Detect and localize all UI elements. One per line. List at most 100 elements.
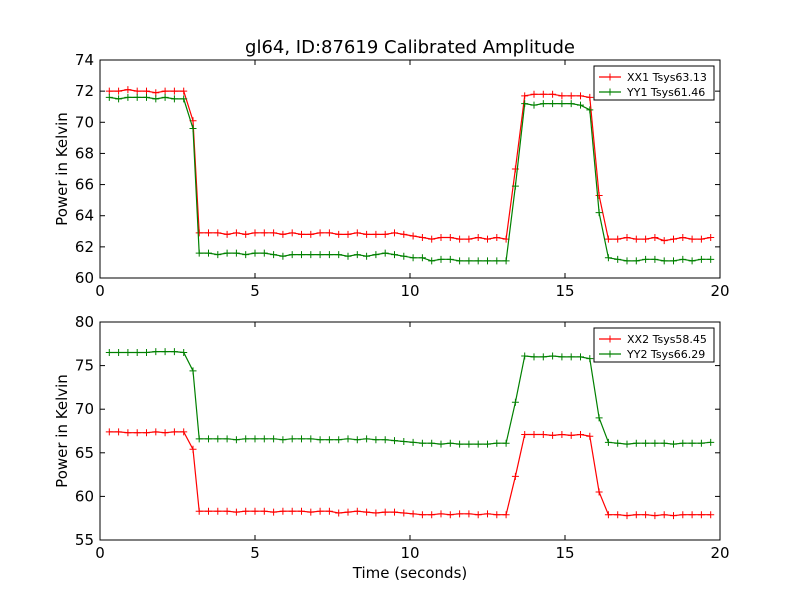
data-point bbox=[502, 439, 510, 447]
data-point bbox=[214, 229, 222, 237]
y-tick-label: 60 bbox=[75, 487, 94, 505]
data-point bbox=[670, 440, 677, 448]
data-point bbox=[270, 229, 278, 237]
legend-label: YY1 Tsys61.46 bbox=[626, 86, 705, 99]
x-tick-label: 0 bbox=[95, 282, 105, 300]
data-point bbox=[632, 257, 640, 265]
data-point bbox=[707, 511, 715, 519]
data-point bbox=[660, 257, 668, 265]
data-point bbox=[660, 511, 668, 519]
data-point bbox=[288, 229, 296, 237]
data-point bbox=[511, 472, 519, 480]
data-point bbox=[697, 439, 705, 447]
data-point bbox=[456, 440, 464, 448]
legend-swatch-marker bbox=[606, 88, 614, 96]
x-tick-label: 5 bbox=[250, 282, 260, 300]
data-point bbox=[325, 436, 333, 444]
data-point bbox=[316, 251, 324, 259]
data-point bbox=[409, 438, 417, 446]
data-point bbox=[189, 125, 197, 133]
data-point bbox=[595, 209, 603, 217]
data-point bbox=[595, 191, 603, 199]
data-point bbox=[124, 429, 132, 437]
y-tick-label: 62 bbox=[75, 238, 94, 256]
data-point bbox=[651, 512, 659, 520]
data-point bbox=[632, 511, 640, 519]
data-point bbox=[437, 440, 445, 448]
data-point bbox=[437, 255, 445, 263]
data-point bbox=[223, 249, 231, 257]
data-point bbox=[115, 428, 123, 436]
data-point bbox=[558, 430, 566, 438]
data-point bbox=[558, 92, 566, 100]
data-point bbox=[115, 349, 123, 357]
data-point bbox=[115, 95, 123, 103]
data-point bbox=[446, 234, 454, 242]
data-point bbox=[288, 507, 296, 515]
data-point bbox=[143, 349, 150, 357]
data-point bbox=[105, 428, 113, 436]
data-point bbox=[642, 511, 650, 519]
data-point bbox=[307, 251, 315, 259]
data-point bbox=[697, 235, 705, 243]
data-point bbox=[214, 435, 222, 443]
data-point bbox=[428, 511, 436, 519]
data-point bbox=[133, 93, 141, 101]
data-point bbox=[623, 234, 631, 242]
series-1 bbox=[105, 86, 715, 245]
data-point bbox=[707, 234, 715, 242]
y-tick-label: 80 bbox=[75, 313, 94, 331]
chart-title: gl64, ID:87619 Calibrated Amplitude bbox=[245, 37, 575, 58]
data-point bbox=[549, 431, 557, 439]
data-point bbox=[105, 93, 113, 101]
data-point bbox=[335, 251, 343, 259]
data-point bbox=[325, 507, 333, 515]
data-point bbox=[251, 229, 259, 237]
data-point bbox=[143, 429, 150, 437]
data-point bbox=[428, 257, 436, 265]
data-point bbox=[161, 348, 169, 356]
data-point bbox=[446, 439, 454, 447]
data-point bbox=[316, 436, 324, 444]
data-point bbox=[381, 436, 389, 444]
data-point bbox=[124, 86, 132, 94]
data-point bbox=[474, 440, 482, 448]
data-point bbox=[484, 257, 491, 265]
data-point bbox=[288, 435, 296, 443]
data-point bbox=[660, 439, 668, 447]
data-point bbox=[409, 254, 417, 262]
data-point bbox=[437, 234, 445, 242]
data-point bbox=[660, 237, 668, 245]
data-point bbox=[604, 511, 612, 519]
data-point bbox=[577, 92, 584, 100]
y-tick-label: 75 bbox=[75, 357, 94, 375]
data-point bbox=[688, 235, 696, 243]
data-point bbox=[105, 87, 113, 95]
data-point bbox=[161, 93, 169, 101]
data-point bbox=[409, 510, 417, 518]
y-tick-label: 64 bbox=[75, 207, 94, 225]
data-point bbox=[270, 251, 278, 259]
data-point bbox=[567, 100, 575, 108]
data-point bbox=[595, 488, 603, 496]
data-point bbox=[409, 232, 417, 240]
data-point bbox=[232, 436, 240, 444]
data-point bbox=[344, 508, 352, 516]
data-point bbox=[577, 353, 584, 361]
legend-label: XX2 Tsys58.45 bbox=[627, 333, 707, 346]
data-point bbox=[679, 255, 687, 263]
data-point bbox=[307, 508, 315, 516]
data-point bbox=[260, 249, 268, 257]
data-point bbox=[115, 87, 123, 95]
series-2 bbox=[105, 93, 715, 265]
data-point bbox=[344, 252, 352, 260]
data-point bbox=[474, 511, 482, 519]
data-point bbox=[604, 254, 612, 262]
data-point bbox=[353, 436, 361, 444]
data-point bbox=[586, 355, 594, 363]
legend: XX1 Tsys63.13 YY1 Tsys61.46 bbox=[593, 65, 715, 101]
data-point bbox=[642, 235, 650, 243]
data-point bbox=[614, 439, 622, 447]
data-point bbox=[530, 90, 538, 98]
